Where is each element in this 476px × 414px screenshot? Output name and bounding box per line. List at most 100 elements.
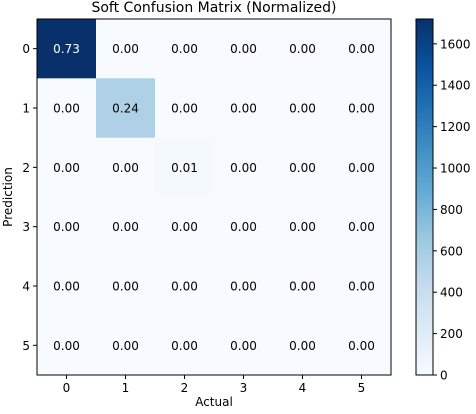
heatmap-cell	[155, 19, 215, 79]
heatmap-cell	[214, 315, 274, 376]
cell-value-label: 0.00	[53, 280, 80, 294]
heatmap-cell	[96, 137, 156, 198]
heatmap-cell	[214, 256, 274, 317]
cell-value-label: 0.00	[112, 339, 139, 353]
y-tick-label: 5	[22, 339, 30, 353]
heatmap-cell	[37, 315, 97, 376]
heatmap-cell	[214, 78, 274, 139]
heatmap-cell	[332, 197, 392, 257]
cell-value-label: 0.00	[348, 42, 375, 56]
cell-value-label: 0.00	[53, 339, 80, 353]
colorbar-tick-label: 400	[440, 286, 463, 300]
x-axis-label: Actual	[195, 395, 233, 409]
cell-value-label: 0.24	[112, 102, 139, 116]
heatmap-cell	[332, 78, 392, 139]
colorbar-tick-label: 1200	[440, 120, 471, 134]
heatmap-cell	[273, 19, 333, 79]
colorbar-tick-label: 1600	[440, 37, 471, 51]
cell-value-label: 0.00	[230, 339, 257, 353]
x-tick-label: 2	[181, 381, 189, 395]
cell-value-label: 0.00	[230, 220, 257, 234]
heatmap-cell	[96, 197, 156, 257]
heatmap-cell	[155, 137, 215, 198]
heatmap-cell	[96, 256, 156, 317]
cell-value-label: 0.00	[230, 102, 257, 116]
heatmap-cell	[155, 315, 215, 376]
cell-value-label: 0.00	[289, 42, 316, 56]
cell-value-label: 0.00	[171, 339, 198, 353]
cell-value-label: 0.00	[53, 161, 80, 175]
x-tick-label: 4	[299, 381, 307, 395]
chart-title: Soft Confusion Matrix (Normalized)	[91, 0, 336, 16]
colorbar-tick-label: 0	[440, 369, 448, 383]
y-tick-label: 2	[22, 161, 30, 175]
heatmap-cell	[37, 197, 97, 257]
heatmap-cell	[273, 315, 333, 376]
cell-value-label: 0.00	[230, 161, 257, 175]
cell-value-label: 0.00	[230, 280, 257, 294]
heatmap-cell	[37, 78, 97, 139]
colorbar-tick-label: 800	[440, 203, 463, 217]
x-tick-label: 1	[122, 381, 130, 395]
y-tick-label: 0	[22, 42, 30, 56]
cell-value-label: 0.00	[289, 102, 316, 116]
cell-value-label: 0.00	[112, 280, 139, 294]
heatmap-cell	[155, 197, 215, 257]
x-tick-label: 0	[63, 381, 71, 395]
heatmap-cell	[155, 256, 215, 317]
y-tick-label: 1	[22, 102, 30, 116]
x-tick-label: 5	[358, 381, 366, 395]
cell-value-label: 0.00	[289, 161, 316, 175]
cell-value-label: 0.00	[112, 220, 139, 234]
heatmap-cell	[37, 137, 97, 198]
cell-value-label: 0.00	[348, 102, 375, 116]
heatmap-cell	[96, 19, 156, 79]
cell-value-label: 0.00	[53, 220, 80, 234]
colorbar	[415, 18, 434, 376]
cell-value-label: 0.00	[289, 220, 316, 234]
heatmap-cell	[273, 256, 333, 317]
y-tick-label: 3	[22, 220, 30, 234]
cell-value-label: 0.00	[171, 280, 198, 294]
heatmap-cell	[214, 197, 274, 257]
colorbar-ticks: 0 200 400 600 800 1000 1200 1400 1600	[433, 37, 471, 383]
cell-value-label: 0.01	[171, 161, 198, 175]
cell-value-label: 0.00	[289, 280, 316, 294]
heatmap-cell	[273, 78, 333, 139]
heatmap-cell-labels: 0.73 0.00 0.00 0.00 0.00 0.00 0.00 0.24 0.00 0.00…	[53, 42, 375, 353]
heatmap-cell	[96, 78, 156, 139]
colorbar-tick-label: 1400	[440, 79, 471, 93]
colorbar-tick-label: 200	[440, 327, 463, 341]
heatmap-cell	[155, 78, 215, 139]
heatmap-cell	[37, 19, 97, 79]
cell-value-label: 0.00	[171, 220, 198, 234]
y-axis-ticks: 0 1 2 3 4 5	[22, 42, 37, 353]
cell-value-label: 0.00	[112, 161, 139, 175]
cell-value-label: 0.00	[53, 102, 80, 116]
cell-value-label: 0.00	[171, 42, 198, 56]
heatmap-cell	[332, 256, 392, 317]
heatmap-cell	[214, 137, 274, 198]
heatmap-cell	[332, 315, 392, 376]
x-tick-label: 3	[240, 381, 248, 395]
y-axis-label: Prediction	[1, 167, 15, 227]
cell-value-label: 0.00	[171, 102, 198, 116]
colorbar-tick-label: 1000	[440, 162, 471, 176]
plot-frame	[36, 18, 392, 376]
cell-value-label: 0.00	[348, 339, 375, 353]
heatmap-cells	[37, 19, 392, 376]
heatmap-cell	[332, 19, 392, 79]
heatmap-cell	[214, 19, 274, 79]
cell-value-label: 0.00	[348, 280, 375, 294]
cell-value-label: 0.00	[289, 339, 316, 353]
heatmap-cell	[273, 137, 333, 198]
cell-value-label: 0.73	[53, 42, 80, 56]
cell-value-label: 0.00	[112, 42, 139, 56]
cell-value-label: 0.00	[348, 161, 375, 175]
heatmap-cell	[332, 137, 392, 198]
y-tick-label: 4	[22, 280, 30, 294]
heatmap-cell	[273, 197, 333, 257]
cell-value-label: 0.00	[230, 42, 257, 56]
cell-value-label: 0.00	[348, 220, 375, 234]
